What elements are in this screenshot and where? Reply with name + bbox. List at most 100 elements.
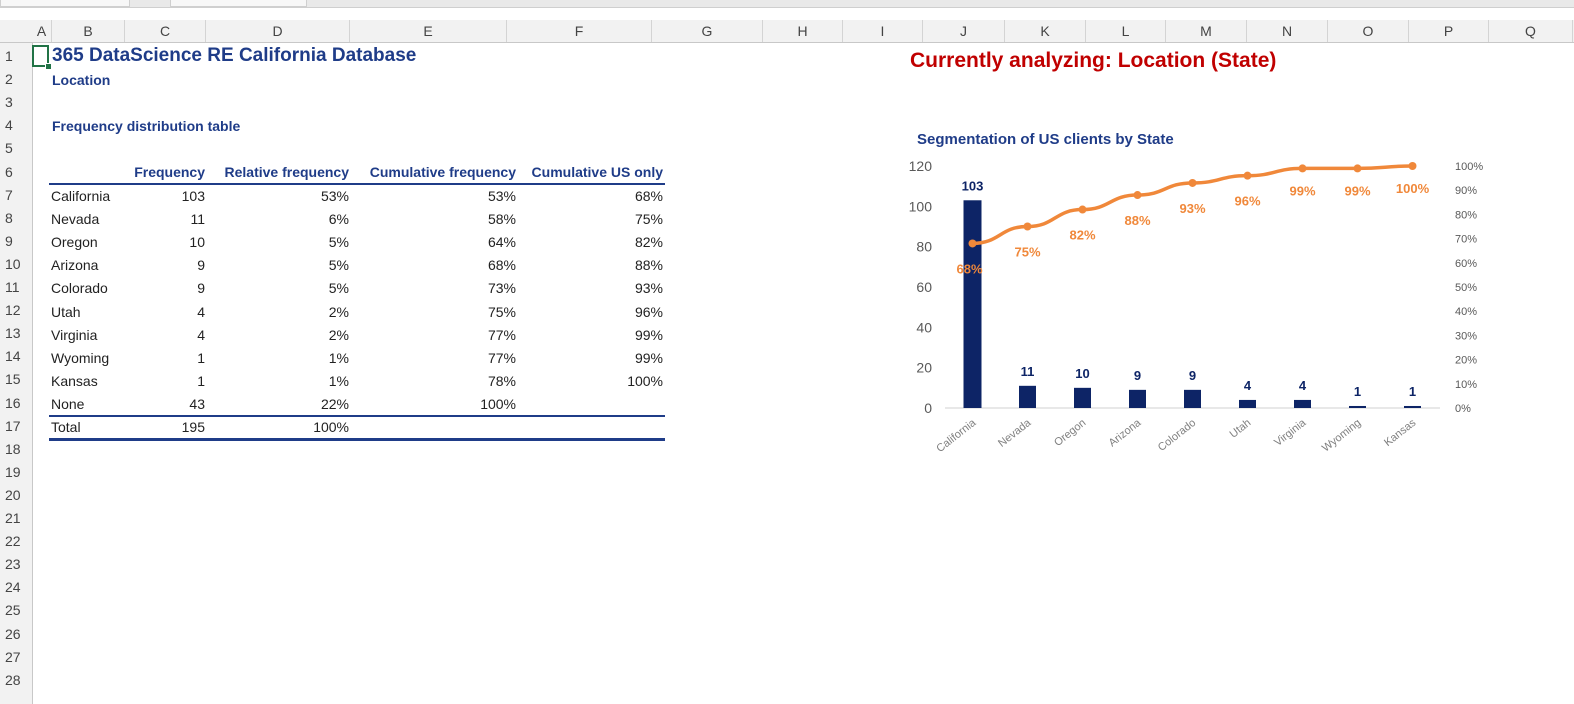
cell-us[interactable]: 96% <box>634 303 663 320</box>
header-relative-frequency[interactable]: Relative frequency <box>224 164 350 180</box>
tab-piece[interactable] <box>170 0 307 7</box>
cell-name[interactable]: Kansas <box>51 372 98 389</box>
cell-rel[interactable]: 53% <box>320 188 349 204</box>
tab-piece[interactable] <box>0 0 130 7</box>
cell-rel[interactable]: 2% <box>328 326 349 343</box>
segmentation-chart[interactable]: 0 20 40 60 80 100 120 0% 10% 20% 30% 40% 50% 60% 70% 80… <box>900 150 1500 470</box>
column-header-k[interactable]: K <box>1005 20 1086 42</box>
cell-cum[interactable]: 73% <box>487 280 516 297</box>
cell-freq[interactable]: 9 <box>197 257 205 274</box>
row-header-7[interactable]: 7 <box>5 186 13 203</box>
row-header-13[interactable]: 13 <box>5 325 21 342</box>
cell-rel[interactable]: 5% <box>328 280 349 297</box>
total-rel[interactable]: 100% <box>313 419 349 435</box>
cell-name[interactable]: Colorado <box>51 280 108 297</box>
cell-cum[interactable]: 78% <box>487 372 516 389</box>
column-header-i[interactable]: I <box>843 20 923 42</box>
header-frequency[interactable]: Frequency <box>134 164 205 180</box>
total-freq[interactable]: 195 <box>181 419 205 435</box>
column-header-e[interactable]: E <box>350 20 507 42</box>
cell-us[interactable]: 99% <box>634 326 663 343</box>
cell-freq[interactable]: 1 <box>197 372 205 389</box>
cell-rel[interactable]: 1% <box>328 372 349 389</box>
cell-rel[interactable]: 1% <box>328 349 349 366</box>
row-header-26[interactable]: 26 <box>5 625 21 642</box>
cell-name[interactable]: None <box>51 395 85 412</box>
cell-name[interactable]: Wyoming <box>51 349 110 366</box>
cell-freq[interactable]: 11 <box>190 211 205 228</box>
column-header-f[interactable]: F <box>507 20 652 42</box>
cell-name[interactable]: Utah <box>51 303 81 320</box>
cell-cum[interactable]: 75% <box>487 303 516 320</box>
cell-rel[interactable]: 5% <box>328 234 349 251</box>
row-header-28[interactable]: 28 <box>5 671 21 688</box>
row-header-5[interactable]: 5 <box>5 140 13 157</box>
cell-freq[interactable]: 43 <box>189 395 205 412</box>
column-header-m[interactable]: M <box>1166 20 1247 42</box>
header-cumulative-frequency[interactable]: Cumulative frequency <box>369 164 516 180</box>
row-header-11[interactable]: 11 <box>5 279 20 295</box>
row-header-19[interactable]: 19 <box>5 463 21 480</box>
row-header-9[interactable]: 9 <box>5 232 13 249</box>
row-header-18[interactable]: 18 <box>5 440 21 457</box>
cell-us[interactable]: 75% <box>634 211 663 228</box>
row-header-8[interactable]: 8 <box>5 209 13 226</box>
row-header-24[interactable]: 24 <box>5 579 21 596</box>
selected-cell[interactable] <box>32 45 49 67</box>
cell-us[interactable]: 68% <box>634 188 663 204</box>
column-header-h[interactable]: H <box>763 20 843 42</box>
column-header-b[interactable]: B <box>52 20 125 42</box>
cell-freq[interactable]: 4 <box>197 326 205 343</box>
cell-rel[interactable]: 22% <box>320 395 349 412</box>
cell-freq[interactable]: 103 <box>181 188 205 204</box>
cell-name[interactable]: California <box>51 188 111 204</box>
column-header-q[interactable]: Q <box>1489 20 1573 42</box>
cell-freq[interactable]: 9 <box>197 280 205 297</box>
row-header-20[interactable]: 20 <box>5 486 21 503</box>
column-header-a[interactable]: A <box>32 20 52 42</box>
column-header-o[interactable]: O <box>1328 20 1409 42</box>
column-header-d[interactable]: D <box>206 20 350 42</box>
row-header-21[interactable]: 21 <box>5 510 21 526</box>
cell-cum[interactable]: 64% <box>487 234 516 251</box>
cell-us[interactable]: 82% <box>634 234 663 251</box>
cell-us[interactable]: 93% <box>634 280 663 297</box>
row-header-6[interactable]: 6 <box>5 163 13 180</box>
column-header-c[interactable]: C <box>125 20 206 42</box>
cell-cum[interactable]: 58% <box>487 211 516 228</box>
column-header-p[interactable]: P <box>1409 20 1489 42</box>
cell-us[interactable]: 100% <box>627 372 663 389</box>
row-header-15[interactable]: 15 <box>5 371 21 388</box>
row-header-27[interactable]: 27 <box>5 648 21 665</box>
cell-us[interactable]: 99% <box>634 349 663 366</box>
row-header-22[interactable]: 22 <box>5 533 21 550</box>
row-header-17[interactable]: 17 <box>5 417 21 434</box>
cell-name[interactable]: Nevada <box>51 211 100 228</box>
row-header-3[interactable]: 3 <box>5 94 13 111</box>
row-header-14[interactable]: 14 <box>5 348 21 365</box>
cell-name[interactable]: Virginia <box>51 326 98 343</box>
row-header-25[interactable]: 25 <box>5 602 21 619</box>
cell-cum[interactable]: 77% <box>487 326 516 343</box>
row-header-1[interactable]: 1 <box>5 48 13 64</box>
cell-name[interactable]: Oregon <box>51 234 98 251</box>
column-header-n[interactable]: N <box>1247 20 1328 42</box>
row-header-4[interactable]: 4 <box>5 117 13 134</box>
cell-rel[interactable]: 2% <box>328 303 349 320</box>
cell-cum[interactable]: 100% <box>480 395 516 412</box>
cell-cum[interactable]: 53% <box>487 188 516 204</box>
fill-handle[interactable] <box>45 63 52 70</box>
cell-rel[interactable]: 5% <box>328 257 349 274</box>
row-header-23[interactable]: 23 <box>5 556 21 573</box>
row-header-10[interactable]: 10 <box>5 255 21 272</box>
row-header-2[interactable]: 2 <box>5 71 13 88</box>
column-header-j[interactable]: J <box>923 20 1005 42</box>
row-header-16[interactable]: 16 <box>5 394 21 411</box>
cell-freq[interactable]: 4 <box>197 303 205 320</box>
total-name[interactable]: Total <box>51 419 81 435</box>
cell-freq[interactable]: 10 <box>189 234 205 251</box>
cell-rel[interactable]: 6% <box>328 211 349 228</box>
cell-us[interactable]: 88% <box>634 257 663 274</box>
cell-cum[interactable]: 77% <box>487 349 516 366</box>
cell-freq[interactable]: 1 <box>197 349 205 366</box>
